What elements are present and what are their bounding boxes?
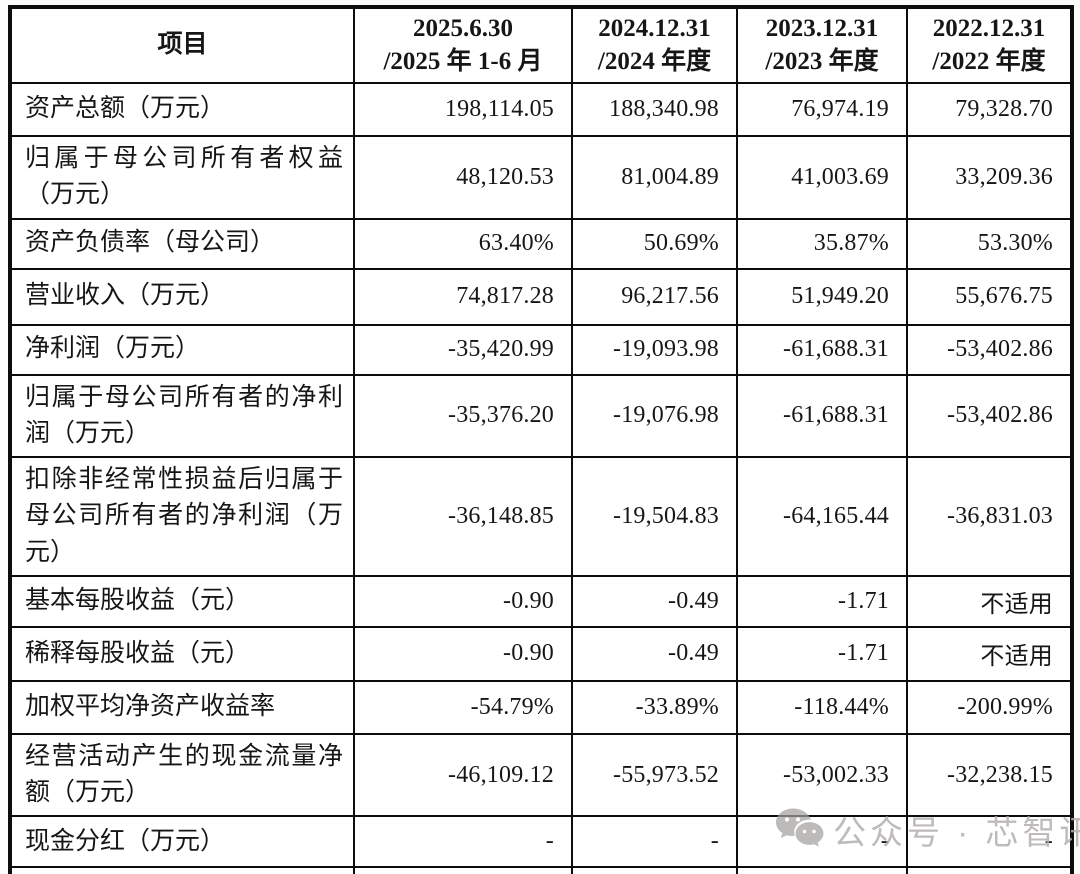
cell-value: -19,504.83 [571, 456, 738, 577]
cell-value: 28.51% [571, 866, 738, 874]
cell-value: 198,114.05 [353, 82, 573, 137]
cell-value: 48,120.53 [353, 135, 573, 220]
row-label: 净利润（万元） [9, 323, 355, 376]
cell-value: -200.99% [906, 679, 1073, 735]
cell-value: 51,949.20 [736, 267, 908, 326]
cell-value: - [736, 815, 908, 869]
table-row-operating-cash-flow: 经营活动产生的现金流量净额（万元） -46,109.12 -55,973.52 … [9, 732, 1073, 818]
cell-value: 96,217.56 [571, 267, 738, 326]
cell-value: -0.90 [353, 574, 573, 628]
cell-value: - [353, 815, 573, 869]
cell-value: 53.30% [906, 217, 1073, 270]
cell-value: 50.69% [571, 217, 738, 270]
cell-value: 17.74% [353, 866, 573, 874]
cell-value: 不适用 [906, 625, 1073, 682]
table-header-row: 项目 2025.6.30 /2025 年 1-6 月 2024.12.31 /2… [9, 6, 1073, 84]
cell-value: 55,676.75 [906, 267, 1073, 326]
cell-value: -0.49 [571, 625, 738, 682]
cell-value: 79,328.70 [906, 82, 1073, 137]
cell-value: 76,974.19 [736, 82, 908, 137]
cell-value: -54.79% [353, 679, 573, 735]
period-date: 2025.6.30 [413, 15, 513, 42]
cell-value: -53,402.86 [906, 373, 1073, 458]
cell-value: -1.71 [736, 625, 908, 682]
cell-value: -0.49 [571, 574, 738, 628]
cell-value: 51.72% [736, 866, 908, 874]
cell-value: -35,420.99 [353, 323, 573, 376]
period-range: /2023 年度 [765, 47, 879, 75]
table-row-cash-dividend: 现金分红（万元） - - - - [9, 815, 1073, 869]
table-row-rd-ratio: 研发投入占营业收入的比例 17.74% 28.51% 51.72% 34.82% [9, 866, 1073, 874]
table-row-parent-net-profit: 归属于母公司所有者的净利润（万元） -35,376.20 -19,076.98 … [9, 373, 1073, 458]
table-row-net-profit: 净利润（万元） -35,420.99 -19,093.98 -61,688.31… [9, 323, 1073, 376]
cell-value: - [571, 815, 738, 869]
row-label: 经营活动产生的现金流量净额（万元） [9, 732, 355, 818]
period-date: 2023.12.31 [765, 15, 879, 42]
table-row-deducted-net-profit: 扣除非经常性损益后归属于母公司所有者的净利润（万元） -36,148.85 -1… [9, 456, 1073, 577]
table-row-revenue: 营业收入（万元） 74,817.28 96,217.56 51,949.20 5… [9, 267, 1073, 326]
cell-value: 41,003.69 [736, 135, 908, 220]
period-range: /2025 年 1-6 月 [383, 47, 543, 75]
row-label: 现金分红（万元） [9, 815, 355, 869]
cell-value: -33.89% [571, 679, 738, 735]
column-header-2022: 2022.12.31 /2022 年度 [906, 6, 1073, 84]
cell-value: -53,002.33 [736, 732, 908, 818]
cell-value: 34.82% [906, 866, 1073, 874]
row-label: 营业收入（万元） [9, 267, 355, 326]
cell-value: -61,688.31 [736, 323, 908, 376]
cell-value: -19,093.98 [571, 323, 738, 376]
cell-value: -36,831.03 [906, 456, 1073, 577]
period-date: 2022.12.31 [932, 15, 1046, 42]
row-label: 资产负债率（母公司） [9, 217, 355, 270]
column-header-item: 项目 [9, 6, 355, 84]
row-label: 归属于母公司所有者权益（万元） [9, 135, 355, 220]
cell-value: 74,817.28 [353, 267, 573, 326]
cell-value: -64,165.44 [736, 456, 908, 577]
cell-value: - [906, 815, 1073, 869]
cell-value: -46,109.12 [353, 732, 573, 818]
table-row-parent-equity: 归属于母公司所有者权益（万元） 48,120.53 81,004.89 41,0… [9, 135, 1073, 220]
cell-value: -0.90 [353, 625, 573, 682]
cell-value: -61,688.31 [736, 373, 908, 458]
row-label: 基本每股收益（元） [9, 574, 355, 628]
row-label: 归属于母公司所有者的净利润（万元） [9, 373, 355, 458]
table-row-basic-eps: 基本每股收益（元） -0.90 -0.49 -1.71 不适用 [9, 574, 1073, 628]
financial-summary-table: 项目 2025.6.30 /2025 年 1-6 月 2024.12.31 /2… [8, 5, 1074, 874]
cell-value: -19,076.98 [571, 373, 738, 458]
row-label: 稀释每股收益（元） [9, 625, 355, 682]
table-row-debt-ratio: 资产负债率（母公司） 63.40% 50.69% 35.87% 53.30% [9, 217, 1073, 270]
cell-value: 63.40% [353, 217, 573, 270]
row-label: 加权平均净资产收益率 [9, 679, 355, 735]
column-header-2024: 2024.12.31 /2024 年度 [571, 6, 738, 84]
cell-value: 35.87% [736, 217, 908, 270]
cell-value: 不适用 [906, 574, 1073, 628]
cell-value: 188,340.98 [571, 82, 738, 137]
column-header-2023: 2023.12.31 /2023 年度 [736, 6, 908, 84]
cell-value: 81,004.89 [571, 135, 738, 220]
row-label: 资产总额（万元） [9, 82, 355, 137]
table-row-diluted-eps: 稀释每股收益（元） -0.90 -0.49 -1.71 不适用 [9, 625, 1073, 682]
period-date: 2024.12.31 [598, 15, 711, 42]
cell-value: -36,148.85 [353, 456, 573, 577]
period-range: /2024 年度 [597, 47, 712, 75]
cell-value: -35,376.20 [353, 373, 573, 458]
table-row-weighted-roe: 加权平均净资产收益率 -54.79% -33.89% -118.44% -200… [9, 679, 1073, 735]
period-range: /2022 年度 [932, 47, 1046, 75]
column-header-item-label: 项目 [157, 31, 208, 59]
cell-value: 33,209.36 [906, 135, 1073, 220]
cell-value: -32,238.15 [906, 732, 1073, 818]
row-label: 研发投入占营业收入的比例 [9, 866, 355, 874]
column-header-2025h1: 2025.6.30 /2025 年 1-6 月 [353, 6, 573, 84]
cell-value: -118.44% [736, 679, 908, 735]
row-label: 扣除非经常性损益后归属于母公司所有者的净利润（万元） [9, 456, 355, 577]
table-row-total-assets: 资产总额（万元） 198,114.05 188,340.98 76,974.19… [9, 82, 1073, 137]
cell-value: -55,973.52 [571, 732, 738, 818]
cell-value: -53,402.86 [906, 323, 1073, 376]
cell-value: -1.71 [736, 574, 908, 628]
